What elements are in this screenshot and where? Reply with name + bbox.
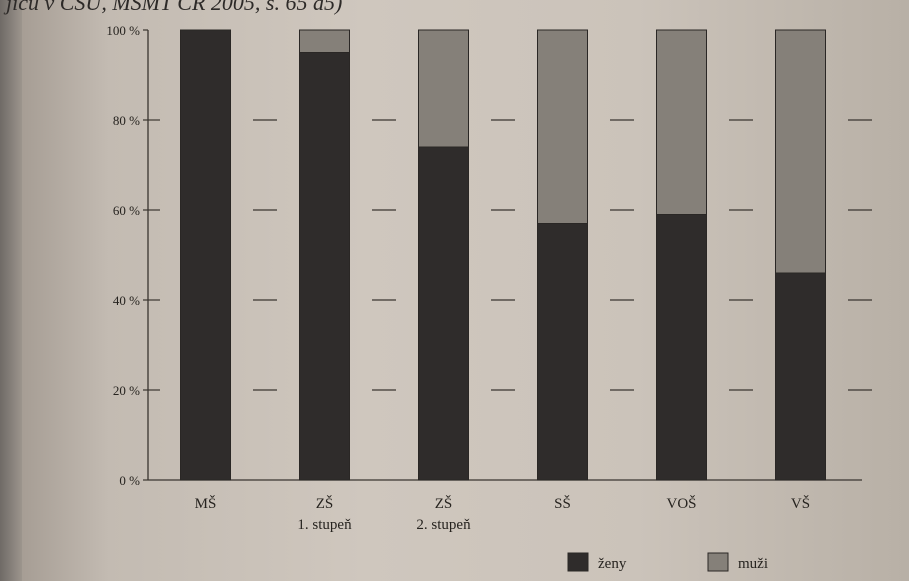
y-tick-label: 20 % xyxy=(113,383,140,398)
grid-dashes xyxy=(148,119,872,391)
bar-zeny-3 xyxy=(418,146,469,481)
y-axis-ticks: 0 % 20 % 40 % 60 % 80 % 100 % xyxy=(106,23,148,488)
x-category-sublabel: 1. stupeň xyxy=(297,517,352,533)
bar-muzi-2 xyxy=(299,29,350,53)
x-category-sublabel: 2. stupeň xyxy=(416,517,471,533)
y-tick-label: 100 % xyxy=(106,23,140,38)
bar-zeny-6 xyxy=(775,272,826,481)
y-tick-label: 40 % xyxy=(113,293,140,308)
y-tick-label: 0 % xyxy=(119,473,140,488)
x-category-label: SŠ xyxy=(554,495,571,512)
legend-swatch-zeny xyxy=(567,552,589,572)
bar-muzi-6 xyxy=(775,29,826,274)
legend-label-muzi: muži xyxy=(738,556,768,572)
x-axis-labels: MŠ ZŠ 1. stupeň ZŠ 2. stupeň SŠ VOŠ VŠ xyxy=(195,495,810,533)
bar-zeny-4 xyxy=(537,223,588,481)
page-edge xyxy=(0,0,22,581)
x-category-label: ZŠ xyxy=(316,495,334,512)
y-tick-label: 60 % xyxy=(113,203,140,218)
bar-zeny-2 xyxy=(299,52,350,481)
x-category-label: MŠ xyxy=(195,495,217,512)
bar-zeny-5 xyxy=(656,214,707,481)
bar-zeny-1 xyxy=(180,29,231,481)
bar-muzi-4 xyxy=(537,29,588,224)
y-tick-label: 80 % xyxy=(113,113,140,128)
x-category-label: VŠ xyxy=(791,495,810,512)
x-category-label: VOŠ xyxy=(666,495,696,512)
figure-caption: jiců v ČSÚ, MŠMT ČR 2005, s. 65 a5) xyxy=(6,0,343,15)
legend: ženy muži xyxy=(567,552,768,572)
bar-muzi-3 xyxy=(418,29,469,148)
bar-muzi-5 xyxy=(656,29,707,215)
legend-label-zeny: ženy xyxy=(598,556,627,572)
legend-swatch-muzi xyxy=(707,552,729,572)
x-category-label: ZŠ xyxy=(435,495,453,512)
bars xyxy=(180,29,826,481)
